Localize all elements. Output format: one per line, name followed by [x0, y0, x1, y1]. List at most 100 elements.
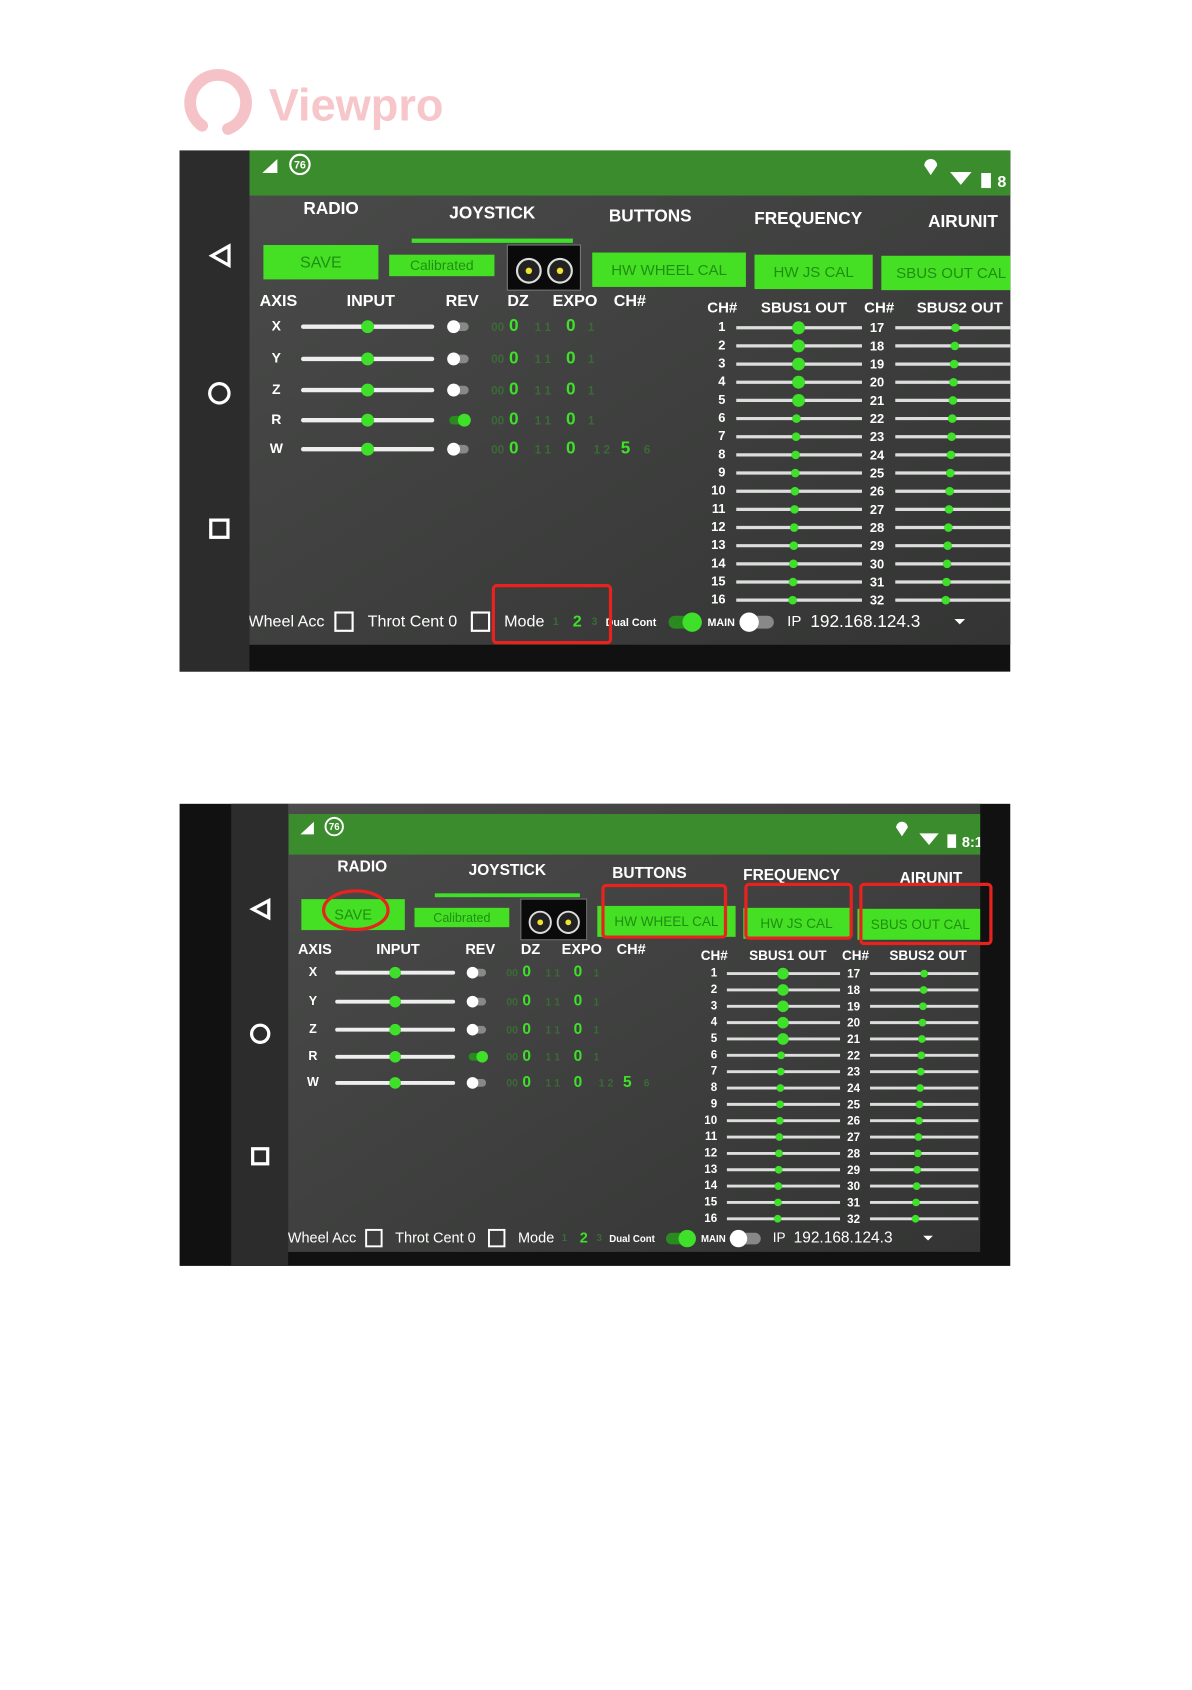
expo-value: 0	[574, 1048, 583, 1065]
channel-number: 23	[870, 429, 884, 444]
dz-value: 0	[522, 993, 531, 1010]
tab: JOYSTICK	[449, 202, 536, 222]
faint-value: 00	[506, 1024, 518, 1036]
dz-value: 0	[522, 964, 531, 981]
channel-number: 20	[870, 375, 884, 390]
button[interactable]	[857, 908, 983, 940]
tab: JOYSTICK	[469, 862, 547, 879]
logo-ring	[184, 68, 252, 135]
sbus2-knob	[946, 450, 956, 460]
sbus1-knob	[776, 1067, 785, 1076]
channel-number: 26	[847, 1115, 860, 1128]
channel-number: 18	[870, 338, 884, 353]
channel-number: 23	[847, 1066, 860, 1079]
rev-knob	[476, 1050, 489, 1063]
channel-number: 13	[711, 537, 725, 552]
status-badge: 76	[329, 822, 340, 833]
column-header: DZ	[521, 942, 540, 958]
footer-label: MAIN	[701, 1234, 726, 1245]
nav-recent	[209, 518, 230, 539]
channel-number: 28	[847, 1147, 860, 1160]
button-label: HW JS CAL	[774, 264, 854, 281]
column-header: AXIS	[260, 292, 298, 310]
input-knob	[361, 383, 375, 397]
sbus1-knob	[775, 1133, 784, 1141]
input-knob	[361, 413, 375, 427]
channel-number: 7	[718, 428, 725, 443]
column-header: REV	[446, 292, 479, 310]
axis-name: R	[271, 411, 281, 427]
axis-name: Z	[272, 381, 281, 397]
column-header: INPUT	[347, 292, 395, 310]
channel-header: SBUS1 OUT	[761, 299, 848, 316]
dz-value: 0	[509, 379, 519, 399]
dropdown-arrow[interactable]	[954, 618, 966, 625]
sbus1-knob	[790, 468, 800, 478]
sbus1-knob	[776, 1100, 784, 1109]
axis-name: X	[309, 965, 318, 979]
column-header: EXPO	[553, 292, 598, 310]
button[interactable]	[754, 254, 873, 290]
channel-number: 30	[847, 1180, 860, 1193]
checkbox[interactable]	[334, 611, 354, 632]
button[interactable]	[881, 255, 1021, 291]
channel-number: 18	[847, 984, 860, 997]
expo-value: 0	[574, 1074, 583, 1091]
expo-value: 0	[566, 409, 576, 429]
status-time: 8:14	[962, 835, 991, 851]
battery-icon	[947, 834, 957, 848]
mode-option: 2	[580, 1230, 588, 1246]
channel-number: 9	[711, 1097, 718, 1110]
tab: FREQUENCY	[743, 867, 841, 884]
highlight-box	[491, 584, 613, 645]
faint-value: 1	[593, 1052, 599, 1064]
mode-option: 3	[597, 1233, 603, 1244]
button[interactable]	[414, 907, 510, 928]
rev-knob	[457, 413, 471, 427]
expo-value: 0	[574, 964, 583, 981]
button[interactable]	[597, 905, 736, 937]
checkbox[interactable]	[488, 1228, 506, 1248]
button[interactable]	[389, 254, 495, 277]
button[interactable]	[263, 245, 379, 280]
faint-value: 00	[491, 383, 505, 397]
sbus2-knob	[945, 486, 954, 496]
sbus1-knob	[773, 1214, 782, 1223]
channel-number: 14	[711, 555, 726, 570]
rev-knob	[447, 442, 461, 456]
faint-value: 1 2	[599, 1078, 614, 1090]
sbus2-knob	[947, 414, 957, 423]
sbus1-knob	[774, 1165, 783, 1174]
footer-label: IP	[773, 1230, 786, 1245]
sbus1-knob	[777, 1000, 789, 1013]
faint-value: 1 1	[535, 352, 552, 366]
channel-number: 8	[718, 446, 725, 461]
button[interactable]	[592, 252, 746, 287]
channel-number: 22	[870, 411, 884, 426]
faint-value: 1 1	[535, 442, 552, 456]
sbus2-knob	[913, 1149, 922, 1158]
axis-name: Z	[309, 1022, 317, 1036]
toggle-knob	[729, 1229, 748, 1248]
button-label: HW WHEEL CAL	[611, 262, 727, 279]
channel-number: 22	[847, 1049, 860, 1062]
sbus2-knob	[917, 1035, 926, 1043]
logo: Viewpro	[184, 68, 443, 135]
tab: RADIO	[303, 198, 358, 218]
battery-icon	[981, 173, 991, 189]
channel-number: 6	[718, 410, 725, 425]
button[interactable]	[743, 907, 850, 939]
dropdown-arrow[interactable]	[923, 1235, 933, 1241]
checkbox[interactable]	[470, 611, 491, 632]
faint-value: 00	[506, 996, 518, 1008]
channel-number: 5	[711, 1032, 718, 1045]
sbus1-knob	[775, 1149, 783, 1158]
dz-value: 0	[522, 1021, 531, 1038]
channel-number: 15	[704, 1195, 717, 1208]
checkbox[interactable]	[365, 1228, 383, 1248]
faint-value: 00	[506, 1052, 518, 1064]
channel-number: 12	[704, 1146, 717, 1159]
channel-number: 8	[711, 1081, 718, 1094]
